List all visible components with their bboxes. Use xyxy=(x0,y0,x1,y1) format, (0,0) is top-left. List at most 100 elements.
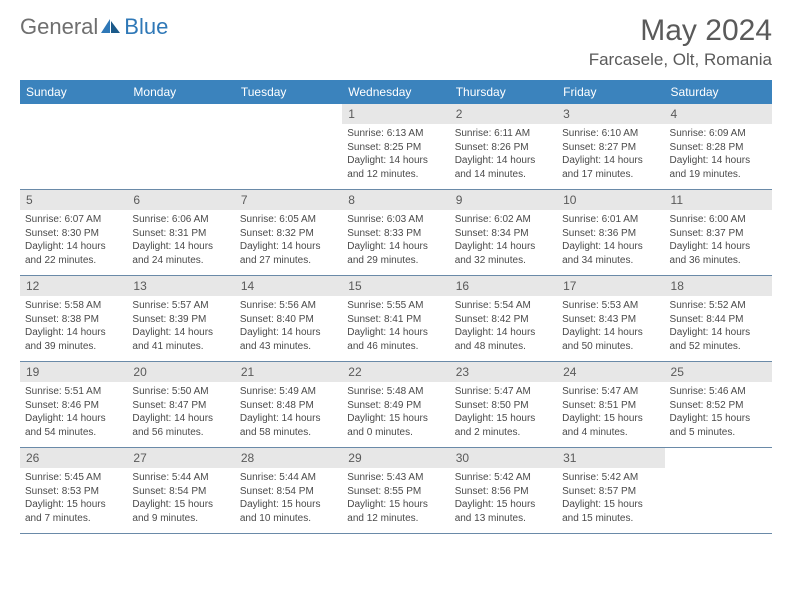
day-detail: Sunrise: 6:06 AMSunset: 8:31 PMDaylight:… xyxy=(132,213,229,267)
day-number: 15 xyxy=(348,279,443,293)
day-number-band: 20 xyxy=(127,362,234,382)
day-detail: Sunrise: 5:46 AMSunset: 8:52 PMDaylight:… xyxy=(670,385,767,439)
day-number-band: 21 xyxy=(235,362,342,382)
day-cell: 3 Sunrise: 6:10 AMSunset: 8:27 PMDaylight… xyxy=(557,104,664,189)
day-number: 7 xyxy=(241,193,336,207)
day-cell: 28 Sunrise: 5:44 AMSunset: 8:54 PMDayligh… xyxy=(235,448,342,533)
day-number: 31 xyxy=(563,451,658,465)
day-number: 25 xyxy=(671,365,766,379)
day-detail: Sunrise: 5:45 AMSunset: 8:53 PMDaylight:… xyxy=(25,471,122,525)
day-number: 8 xyxy=(348,193,443,207)
day-number: 2 xyxy=(456,107,551,121)
day-detail: Sunrise: 6:07 AMSunset: 8:30 PMDaylight:… xyxy=(25,213,122,267)
day-cell: 21Sunrise: 5:49 AMSunset: 8:48 PMDayligh… xyxy=(235,362,342,447)
day-number-band: 22 xyxy=(342,362,449,382)
day-number: 5 xyxy=(26,193,121,207)
day-number-band: 1 xyxy=(342,104,449,124)
day-number-band: 25 xyxy=(665,362,772,382)
week-row: 1Sunrise: 6:13 AMSunset: 8:25 PMDaylight… xyxy=(20,104,772,190)
day-number: 11 xyxy=(671,193,766,207)
day-cell: 13Sunrise: 5:57 AMSunset: 8:39 PMDayligh… xyxy=(127,276,234,361)
day-number-band: 8 xyxy=(342,190,449,210)
week-row: 19 Sunrise: 5:51 AMSunset: 8:46 PMDayligh… xyxy=(20,362,772,448)
day-number-band: 28 xyxy=(235,448,342,468)
day-detail: Sunrise: 6:00 AMSunset: 8:37 PMDaylight:… xyxy=(670,213,767,267)
day-cell: 6 Sunrise: 6:06 AMSunset: 8:31 PMDaylight… xyxy=(127,190,234,275)
day-number: 18 xyxy=(671,279,766,293)
day-cell xyxy=(20,104,127,189)
day-detail: Sunrise: 5:47 AMSunset: 8:51 PMDaylight:… xyxy=(562,385,659,439)
day-number: 23 xyxy=(456,365,551,379)
day-cell: 23Sunrise: 5:47 AMSunset: 8:50 PMDayligh… xyxy=(450,362,557,447)
header: General Blue May 2024 Farcasele, Olt, Ro… xyxy=(20,14,772,70)
weeks-container: 1Sunrise: 6:13 AMSunset: 8:25 PMDaylight… xyxy=(20,104,772,534)
day-number-band: 26 xyxy=(20,448,127,468)
day-cell: 20 Sunrise: 5:50 AMSunset: 8:47 PMDayligh… xyxy=(127,362,234,447)
logo-sail-icon xyxy=(100,18,122,36)
day-number: 27 xyxy=(133,451,228,465)
day-number-band: 19 xyxy=(20,362,127,382)
day-cell: 9 Sunrise: 6:02 AMSunset: 8:34 PMDaylight… xyxy=(450,190,557,275)
day-detail: Sunrise: 5:51 AMSunset: 8:46 PMDaylight:… xyxy=(25,385,122,439)
day-number-band: 24 xyxy=(557,362,664,382)
day-detail: Sunrise: 5:58 AMSunset: 8:38 PMDaylight:… xyxy=(25,299,122,353)
day-number-band: 17 xyxy=(557,276,664,296)
day-number: 1 xyxy=(348,107,443,121)
calendar-page: General Blue May 2024 Farcasele, Olt, Ro… xyxy=(0,0,792,548)
logo-text-general: General xyxy=(20,14,98,40)
day-cell: 26 Sunrise: 5:45 AMSunset: 8:53 PMDayligh… xyxy=(20,448,127,533)
day-number-band: 4 xyxy=(665,104,772,124)
day-number-band: 27 xyxy=(127,448,234,468)
day-cell: 14 Sunrise: 5:56 AMSunset: 8:40 PMDayligh… xyxy=(235,276,342,361)
day-cell xyxy=(235,104,342,189)
day-number: 19 xyxy=(26,365,121,379)
day-number-band: 18 xyxy=(665,276,772,296)
day-detail: Sunrise: 5:50 AMSunset: 8:47 PMDaylight:… xyxy=(132,385,229,439)
day-detail: Sunrise: 6:09 AMSunset: 8:28 PMDaylight:… xyxy=(670,127,767,181)
weekday-header: Friday xyxy=(557,80,664,104)
day-detail: Sunrise: 5:44 AMSunset: 8:54 PMDaylight:… xyxy=(132,471,229,525)
day-cell: 22Sunrise: 5:48 AMSunset: 8:49 PMDayligh… xyxy=(342,362,449,447)
day-cell: 24 Sunrise: 5:47 AMSunset: 8:51 PMDayligh… xyxy=(557,362,664,447)
day-detail: Sunrise: 5:56 AMSunset: 8:40 PMDaylight:… xyxy=(240,299,337,353)
day-cell: 7Sunrise: 6:05 AMSunset: 8:32 PMDaylight… xyxy=(235,190,342,275)
day-cell: 16Sunrise: 5:54 AMSunset: 8:42 PMDayligh… xyxy=(450,276,557,361)
day-detail: Sunrise: 5:44 AMSunset: 8:54 PMDaylight:… xyxy=(240,471,337,525)
day-number: 13 xyxy=(133,279,228,293)
weekday-header: Thursday xyxy=(450,80,557,104)
day-detail: Sunrise: 6:11 AMSunset: 8:26 PMDaylight:… xyxy=(455,127,552,181)
day-cell xyxy=(665,448,772,533)
day-number: 12 xyxy=(26,279,121,293)
day-number: 10 xyxy=(563,193,658,207)
day-number: 6 xyxy=(133,193,228,207)
day-number: 9 xyxy=(456,193,551,207)
day-number-band: 29 xyxy=(342,448,449,468)
day-number-band: 5 xyxy=(20,190,127,210)
day-number: 16 xyxy=(456,279,551,293)
day-cell: 10 Sunrise: 6:01 AMSunset: 8:36 PMDayligh… xyxy=(557,190,664,275)
week-row: 5 Sunrise: 6:07 AMSunset: 8:30 PMDaylight… xyxy=(20,190,772,276)
location: Farcasele, Olt, Romania xyxy=(589,50,772,70)
month-title: May 2024 xyxy=(589,14,772,48)
day-detail: Sunrise: 6:01 AMSunset: 8:36 PMDaylight:… xyxy=(562,213,659,267)
day-detail: Sunrise: 5:43 AMSunset: 8:55 PMDaylight:… xyxy=(347,471,444,525)
logo: General Blue xyxy=(20,14,168,40)
day-number: 3 xyxy=(563,107,658,121)
day-number-band: 7 xyxy=(235,190,342,210)
day-detail: Sunrise: 6:02 AMSunset: 8:34 PMDaylight:… xyxy=(455,213,552,267)
day-number: 26 xyxy=(26,451,121,465)
day-detail: Sunrise: 6:10 AMSunset: 8:27 PMDaylight:… xyxy=(562,127,659,181)
day-detail: Sunrise: 5:42 AMSunset: 8:57 PMDaylight:… xyxy=(562,471,659,525)
day-number: 29 xyxy=(348,451,443,465)
day-number: 24 xyxy=(563,365,658,379)
day-cell xyxy=(127,104,234,189)
day-cell: 17Sunrise: 5:53 AMSunset: 8:43 PMDayligh… xyxy=(557,276,664,361)
day-number-band: 16 xyxy=(450,276,557,296)
day-number-band: 14 xyxy=(235,276,342,296)
day-number: 4 xyxy=(671,107,766,121)
calendar: SundayMondayTuesdayWednesdayThursdayFrid… xyxy=(20,80,772,534)
day-number-band: 31 xyxy=(557,448,664,468)
day-number: 22 xyxy=(348,365,443,379)
day-cell: 25 Sunrise: 5:46 AMSunset: 8:52 PMDayligh… xyxy=(665,362,772,447)
day-number-band: 9 xyxy=(450,190,557,210)
